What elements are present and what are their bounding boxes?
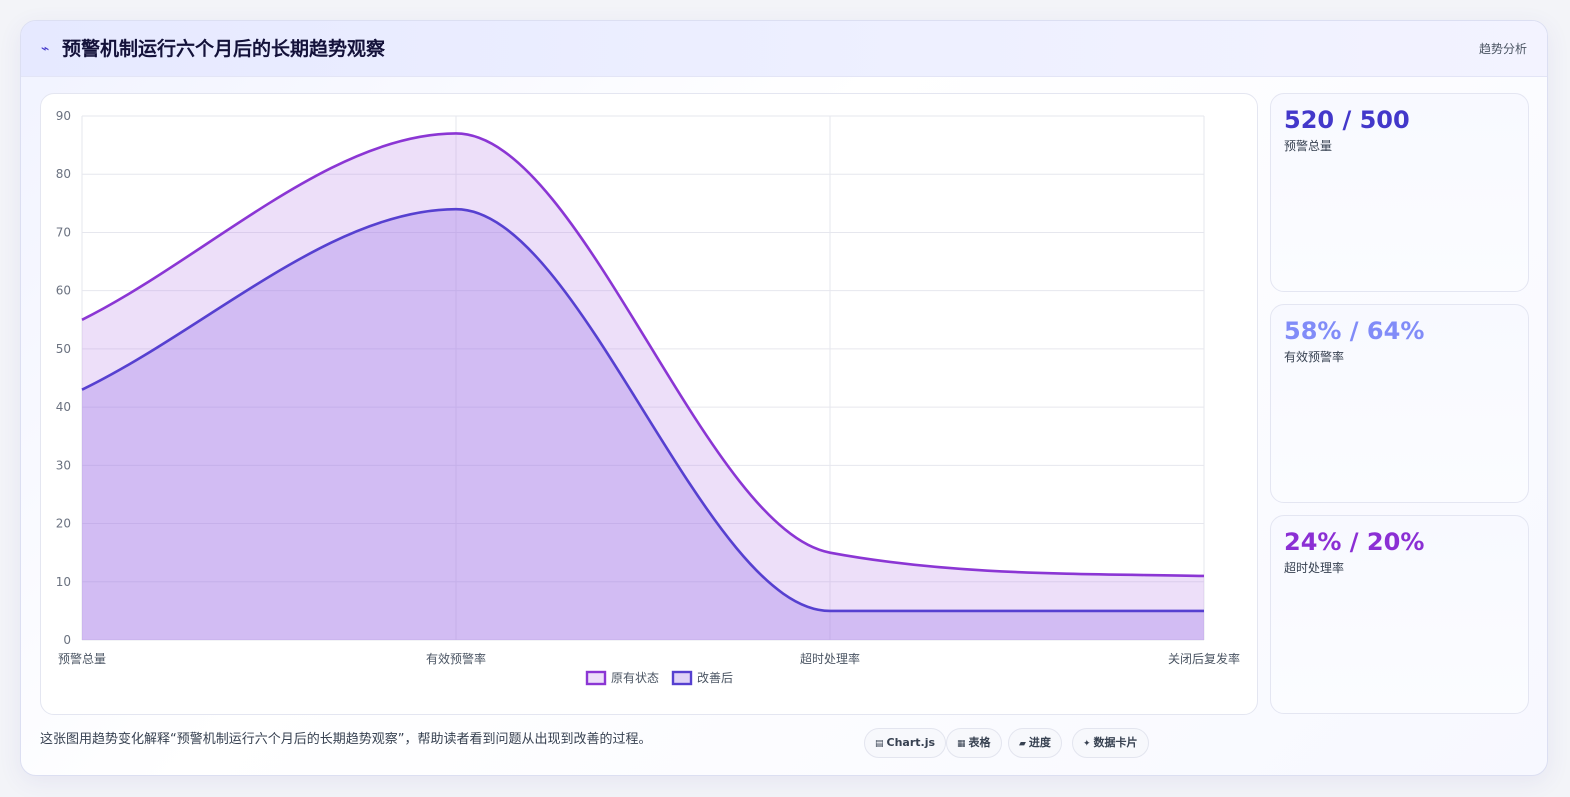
stat-value: 58% / 64% (1284, 317, 1425, 345)
pill-label: 进度 (1028, 736, 1051, 749)
chart-icon: ▤ (875, 739, 884, 749)
series-line (81, 132, 1205, 578)
y-tick-label: 20 (56, 517, 71, 531)
x-tick-label: 有效预警率 (426, 651, 486, 666)
x-tick-label: 预警总量 (58, 651, 106, 666)
y-tick-label: 50 (56, 342, 71, 356)
stat-card-valid-rate: 58% / 64% 有效预警率 (1270, 304, 1529, 503)
legend-swatch (671, 670, 693, 686)
legend-swatch (585, 670, 607, 686)
series-line (81, 207, 1204, 613)
y-tick-label: 40 (56, 400, 71, 414)
stat-card-timeout-rate: 24% / 20% 超时处理率 (1270, 515, 1529, 714)
chart-panel: ⌁ 预警机制运行六个月后的长期趋势观察 趋势分析 0 10 20 30 40 50 60 70… (20, 20, 1548, 776)
progress-pill[interactable]: ▰ 进度 (1008, 728, 1062, 758)
stat-label: 预警总量 (1284, 139, 1333, 153)
legend-label: 改善后 (697, 670, 733, 685)
page-title: 预警机制运行六个月后的长期趋势观察 (62, 38, 386, 60)
series-area (82, 133, 1204, 640)
sparkle-icon: ✦ (1083, 739, 1091, 749)
stat-value: 24% / 20% (1284, 528, 1425, 556)
y-tick-label: 70 (56, 225, 71, 239)
y-tick-label: 60 (56, 284, 71, 298)
table-pill[interactable]: ▦ 表格 (946, 728, 1002, 758)
y-tick-label: 30 (56, 458, 71, 472)
chartjs-pill[interactable]: ▤ Chart.js (864, 728, 947, 758)
legend-label: 原有状态 (611, 671, 659, 685)
pill-label: 数据卡片 (1093, 736, 1138, 749)
section-tag: 趋势分析 (1478, 42, 1527, 56)
area-chart: 0 10 20 30 40 50 60 70 80 90 预警总量 有效预警率 超时处理率 关闭后复发率… (56, 109, 1240, 686)
chart-description: 这张图用趋势变化解释“预警机制运行六个月后的长期趋势观察”，帮助读者看到问题从出… (40, 732, 652, 747)
pill-label: Chart.js (886, 736, 936, 749)
data-card-pill[interactable]: ✦ 数据卡片 (1072, 728, 1149, 758)
panel-header: ⌁ 预警机制运行六个月后的长期趋势观察 趋势分析 (21, 21, 1547, 77)
y-tick-label: 0 (63, 633, 71, 647)
series-area (82, 209, 1204, 640)
y-tick-label: 80 (56, 167, 71, 181)
y-tick-label: 10 (56, 575, 71, 589)
y-tick-label: 90 (56, 109, 71, 123)
trend-icon: ⌁ (41, 41, 50, 57)
stat-card-total: 520 / 500 预警总量 (1270, 93, 1529, 292)
x-tick-label: 超时处理率 (800, 651, 860, 666)
pill-label: 表格 (968, 736, 991, 749)
stat-label: 有效预警率 (1284, 350, 1345, 364)
chart-card: 0 10 20 30 40 50 60 70 80 90 预警总量 有效预警率 超时处理率 关闭后复发率… (40, 93, 1258, 715)
x-tick-label: 关闭后复发率 (1168, 651, 1240, 666)
stat-label: 超时处理率 (1284, 561, 1345, 575)
progress-icon: ▰ (1019, 739, 1026, 749)
stat-value: 520 / 500 (1284, 106, 1410, 134)
table-icon: ▦ (957, 739, 966, 749)
